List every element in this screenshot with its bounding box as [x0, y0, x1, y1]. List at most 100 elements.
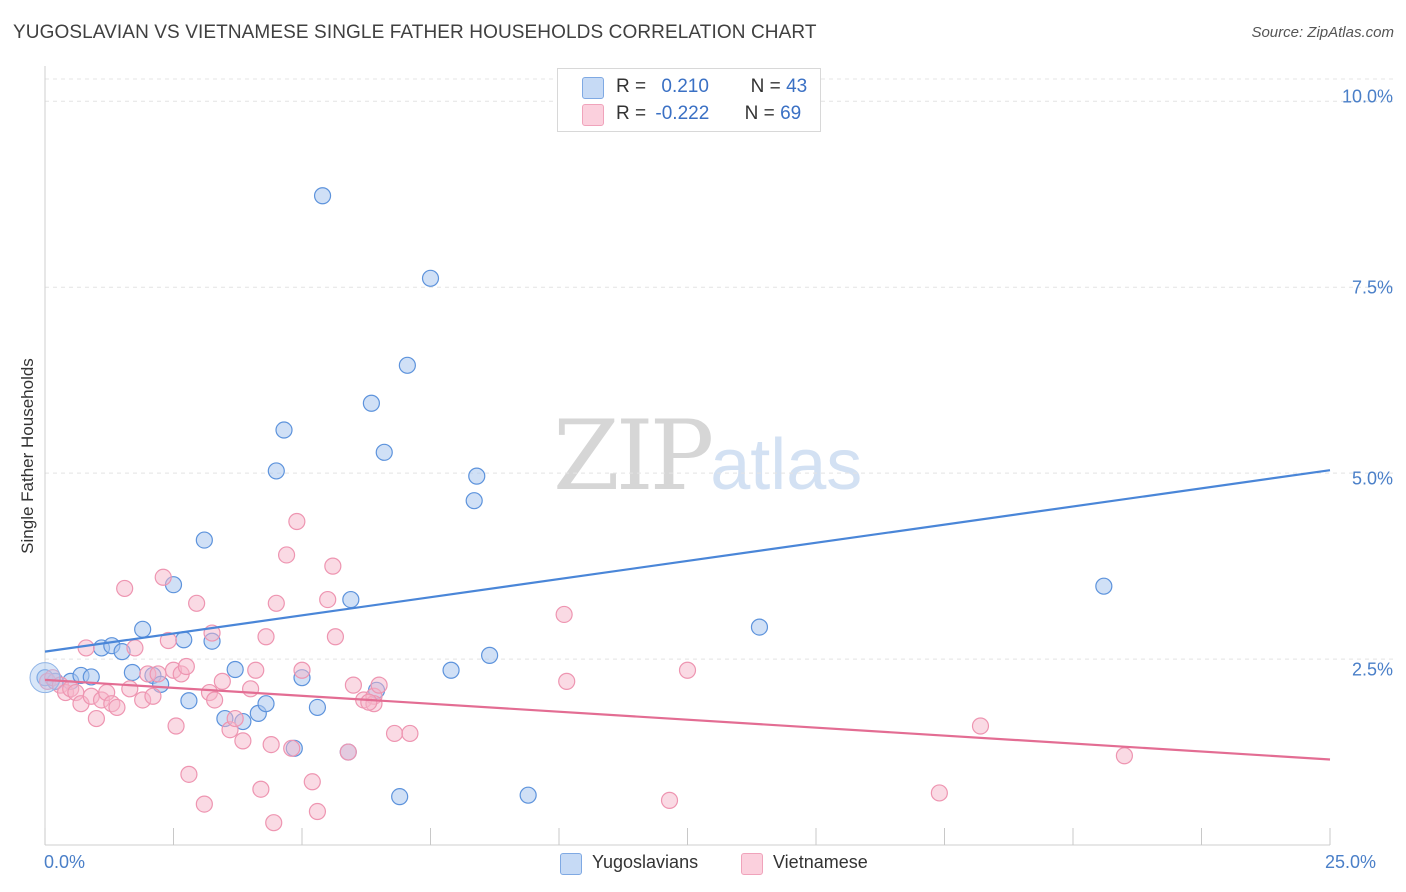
data-point	[370, 676, 388, 694]
data-point	[930, 784, 948, 802]
gridlines	[45, 78, 1394, 660]
data-point	[344, 676, 362, 694]
data-point	[283, 739, 301, 757]
watermark-zip: ZIP	[553, 400, 714, 512]
trend-line	[44, 678, 1331, 761]
data-point	[288, 512, 306, 531]
data-point	[558, 672, 576, 690]
legend-label: Vietnamese	[773, 852, 868, 872]
legend-swatch	[582, 104, 604, 126]
y-tick-label: 5.0%	[1351, 468, 1393, 489]
trend-lines	[44, 469, 1331, 761]
data-point	[116, 579, 134, 598]
data-point	[465, 492, 483, 510]
data-point	[149, 665, 167, 683]
bottom-legend: Yugoslavians Vietnamese	[0, 852, 1406, 878]
legend-r-label: R =	[616, 76, 647, 97]
y-tick-label: 10.0%	[1341, 86, 1393, 107]
data-point	[398, 356, 416, 374]
data-point	[391, 788, 409, 806]
y-axis-label: Single Father Households	[18, 358, 37, 554]
data-point	[226, 660, 244, 679]
legend-n-label: N =	[750, 76, 781, 97]
data-point	[242, 680, 260, 698]
data-point	[123, 663, 141, 682]
legend-swatch	[560, 853, 582, 875]
data-point	[188, 594, 206, 612]
data-point	[375, 443, 393, 461]
watermark: ZIPatlas	[553, 400, 862, 512]
data-point	[421, 269, 440, 287]
legend-label: Yugoslavians	[592, 852, 699, 872]
data-point	[29, 662, 61, 694]
y-tick-label: 2.5%	[1351, 659, 1393, 680]
data-point	[678, 661, 697, 679]
data-points	[29, 187, 1134, 832]
data-point	[265, 814, 283, 832]
data-point	[308, 802, 327, 821]
legend-r-value: 0.210	[661, 76, 709, 97]
data-point	[206, 691, 224, 709]
data-point	[442, 661, 460, 679]
data-point	[267, 462, 285, 480]
legend-n-value: 69	[780, 103, 802, 124]
data-point	[247, 661, 265, 679]
data-point	[385, 724, 404, 743]
data-point	[195, 531, 213, 549]
data-point	[362, 394, 380, 412]
data-point	[195, 795, 213, 813]
data-point	[303, 773, 321, 791]
data-point	[134, 620, 152, 638]
data-point	[77, 639, 95, 657]
data-point	[108, 698, 126, 717]
data-point	[177, 657, 195, 676]
data-point	[175, 631, 193, 649]
data-point	[154, 568, 172, 586]
data-point	[267, 594, 285, 612]
data-point	[226, 709, 244, 728]
data-point	[308, 698, 327, 717]
data-point	[275, 421, 293, 439]
data-point	[234, 732, 252, 750]
data-point	[555, 605, 573, 624]
data-point	[519, 786, 537, 804]
data-point	[82, 668, 100, 686]
data-point	[213, 672, 231, 690]
data-point	[319, 590, 337, 609]
legend-r-label: R =	[616, 103, 647, 124]
legend-swatch	[741, 853, 763, 875]
data-point	[750, 618, 769, 636]
x-tick-label: 25.0%	[1325, 852, 1377, 872]
data-point	[257, 695, 275, 713]
data-point	[313, 187, 332, 205]
data-point	[180, 765, 198, 783]
data-point	[252, 780, 270, 798]
data-point	[87, 709, 106, 728]
data-point	[262, 736, 280, 754]
data-point	[126, 639, 144, 657]
trend-line	[44, 469, 1331, 653]
data-point	[1095, 577, 1113, 595]
data-point	[342, 590, 360, 609]
legend-n-value: 43	[786, 76, 808, 97]
legend-n-label: N =	[744, 103, 775, 124]
legend-r-value: -0.222	[655, 103, 710, 124]
data-point	[257, 628, 275, 646]
legend: R = 0.210 N = 43 R = -0.222 N = 69	[557, 68, 821, 132]
chart-source: Source: ZipAtlas.com	[1251, 24, 1394, 41]
data-point	[144, 687, 162, 705]
data-point	[468, 467, 486, 485]
data-point	[293, 661, 311, 679]
data-point	[324, 557, 342, 575]
data-point	[481, 646, 499, 664]
watermark-atlas: atlas	[710, 425, 863, 505]
axes	[44, 66, 1331, 846]
data-point	[159, 631, 177, 650]
x-tick-label: 0.0%	[44, 852, 86, 872]
data-point	[121, 680, 139, 698]
data-point	[326, 628, 345, 646]
data-point	[1115, 747, 1134, 765]
data-point	[401, 724, 419, 743]
data-point	[167, 717, 185, 735]
